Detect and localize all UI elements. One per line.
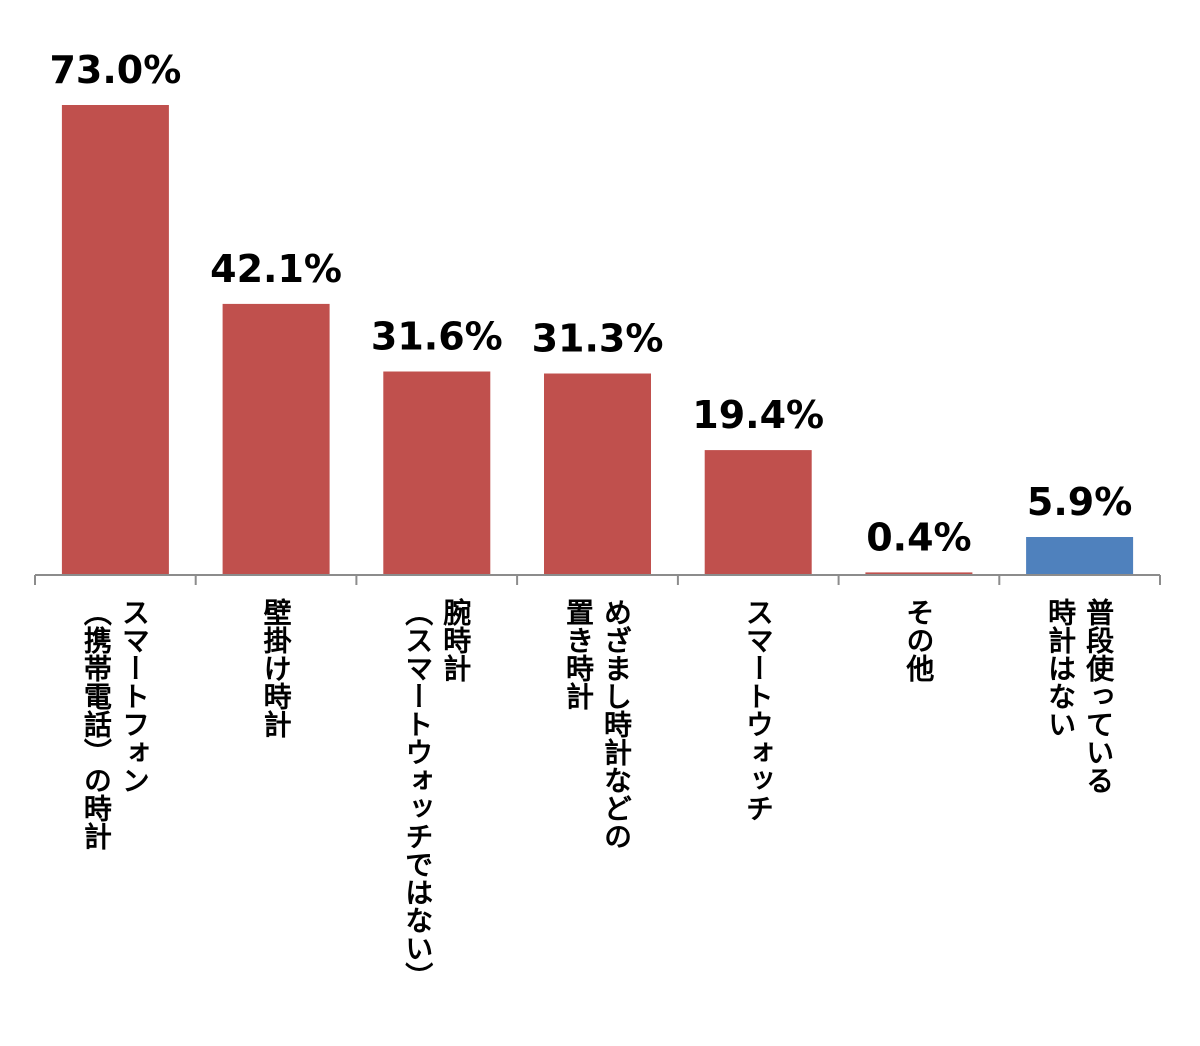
category-label-7-line-1: 普段使っている [1082, 598, 1115, 794]
category-label-6-line-1: その他 [902, 598, 935, 682]
bar-2 [222, 303, 330, 575]
bars-group [61, 105, 1134, 575]
value-label-3: 31.6% [371, 315, 503, 359]
category-label-3-line-1: 腕時計 [439, 597, 472, 682]
value-label-1: 73.0% [49, 48, 181, 92]
x-axis [34, 574, 1161, 585]
bar-1 [61, 105, 169, 575]
value-label-2: 42.1% [210, 247, 342, 291]
value-label-7: 5.9% [1027, 480, 1132, 524]
value-label-6: 0.4% [866, 515, 971, 559]
category-label-7-line-2: 時計はない [1044, 598, 1077, 738]
category-label-5-line-1: スマートウォッチ [742, 598, 775, 822]
bar-3 [383, 371, 491, 575]
value-label-4: 31.3% [532, 317, 664, 361]
bar-7 [1026, 537, 1134, 575]
category-label-2-line-1: 壁掛け時計 [260, 598, 293, 738]
category-label-1-line-1: スマートフォン [118, 598, 151, 794]
category-label-4-line-1: めざまし時計などの [600, 598, 633, 850]
category-label-3-line-2: （スマートウォッチではない） [401, 598, 434, 990]
bar-6 [865, 572, 973, 575]
value-label-5: 19.4% [692, 393, 824, 437]
value-labels-group: 73.0% 42.1% 31.6% 31.3% 19.4% 0.4% 5.9% [49, 48, 1132, 559]
bar-5 [704, 450, 812, 575]
bar-4 [544, 373, 651, 575]
category-labels-group: スマートフォン（携帯電話）の時計 壁掛け時計 腕時計（スマートウォッチではない） めざ… [80, 597, 1115, 990]
category-label-4-line-2: 置き時計 [562, 598, 595, 710]
category-label-1-line-2: （携帯電話）の時計 [80, 598, 113, 850]
